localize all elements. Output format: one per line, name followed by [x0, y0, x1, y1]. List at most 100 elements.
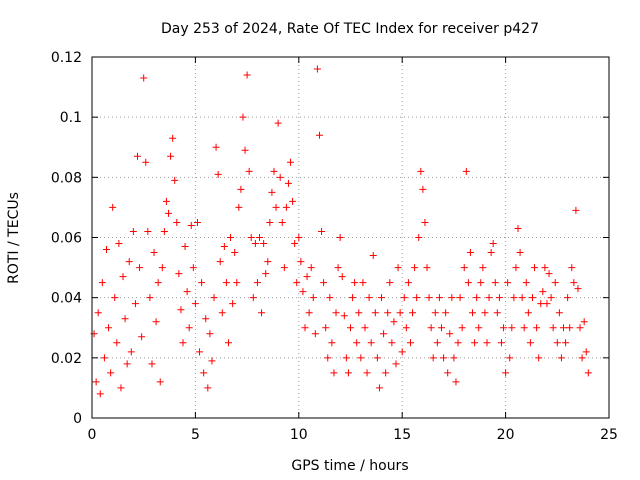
data-point: [287, 158, 295, 166]
data-point: [512, 264, 520, 272]
data-point: [266, 218, 274, 226]
data-point: [510, 294, 518, 302]
data-point: [233, 279, 241, 287]
data-point: [183, 288, 191, 296]
data-point: [154, 279, 162, 287]
data-point: [543, 300, 551, 308]
data-point: [98, 279, 106, 287]
data-point: [138, 333, 146, 341]
data-point: [572, 206, 580, 214]
data-point: [514, 224, 522, 232]
data-point: [303, 273, 311, 281]
data-point: [574, 285, 582, 293]
data-point: [485, 294, 493, 302]
data-point: [469, 309, 477, 317]
data-point: [148, 360, 156, 368]
data-point: [450, 354, 458, 362]
x-tick-label: 15: [393, 427, 411, 443]
data-point: [262, 270, 270, 278]
data-point: [189, 264, 197, 272]
data-point: [427, 324, 435, 332]
data-point: [324, 354, 332, 362]
data-point: [258, 309, 266, 317]
data-point: [539, 288, 547, 296]
data-point: [365, 294, 373, 302]
y-axis-ticks: 0 0.02 0.04 0.06 0.08 0.1 0.12: [51, 50, 609, 427]
data-point: [311, 330, 319, 338]
data-point: [237, 185, 245, 193]
data-point: [375, 384, 383, 392]
data-point: [506, 354, 514, 362]
data-point: [175, 270, 183, 278]
data-point: [200, 369, 208, 377]
grid-lines: [92, 57, 609, 418]
data-point: [435, 294, 443, 302]
x-axis-ticks: 0 5 10 15 20 25: [88, 57, 618, 443]
data-point: [384, 309, 392, 317]
data-point: [557, 354, 565, 362]
data-point: [446, 330, 454, 338]
data-point: [400, 294, 408, 302]
data-point: [158, 264, 166, 272]
data-point: [415, 234, 423, 241]
data-point: [187, 221, 195, 229]
data-point: [320, 279, 328, 287]
data-point: [562, 339, 570, 347]
data-point: [454, 339, 462, 347]
data-point: [578, 354, 586, 362]
data-point: [216, 258, 224, 266]
data-point: [185, 324, 193, 332]
data-point: [431, 309, 439, 317]
data-point: [330, 369, 338, 377]
data-point: [419, 185, 427, 193]
data-point: [394, 264, 402, 272]
data-point: [380, 330, 388, 338]
data-point: [204, 384, 212, 392]
data-point: [214, 170, 222, 178]
data-point: [111, 294, 119, 302]
data-point: [576, 324, 584, 332]
data-point: [531, 264, 539, 272]
data-point: [363, 369, 371, 377]
y-tick-label: 0.08: [51, 170, 82, 186]
data-point: [462, 167, 470, 175]
data-point: [162, 197, 170, 205]
data-point: [202, 315, 210, 323]
data-point: [359, 279, 367, 287]
data-point: [96, 390, 104, 398]
data-point: [347, 324, 354, 332]
data-point: [301, 324, 309, 332]
data-point: [545, 270, 553, 278]
data-point: [582, 348, 590, 356]
data-point: [309, 294, 317, 302]
data-point: [227, 234, 235, 241]
data-point: [580, 318, 588, 326]
data-point: [326, 294, 334, 302]
data-point: [264, 258, 272, 266]
data-point: [433, 339, 441, 347]
data-point: [425, 294, 433, 302]
data-point: [429, 354, 437, 362]
x-tick-label: 10: [290, 427, 308, 443]
data-point: [421, 218, 429, 226]
data-point: [322, 324, 330, 332]
data-point: [243, 71, 251, 79]
data-point: [378, 294, 386, 302]
data-point: [417, 167, 425, 175]
data-point: [220, 243, 228, 251]
data-point: [338, 273, 346, 281]
y-axis-label: ROTI / TECUs: [6, 192, 22, 284]
data-point: [150, 249, 158, 257]
data-point: [444, 369, 452, 377]
data-point: [129, 227, 137, 235]
data-point: [413, 294, 421, 302]
data-point: [481, 309, 489, 317]
data-point: [483, 339, 491, 347]
data-point: [361, 324, 369, 332]
data-point: [493, 309, 501, 317]
data-point: [555, 309, 563, 317]
data-point: [473, 294, 481, 302]
data-point: [121, 315, 129, 323]
data-point: [570, 279, 578, 287]
data-point: [392, 360, 400, 368]
